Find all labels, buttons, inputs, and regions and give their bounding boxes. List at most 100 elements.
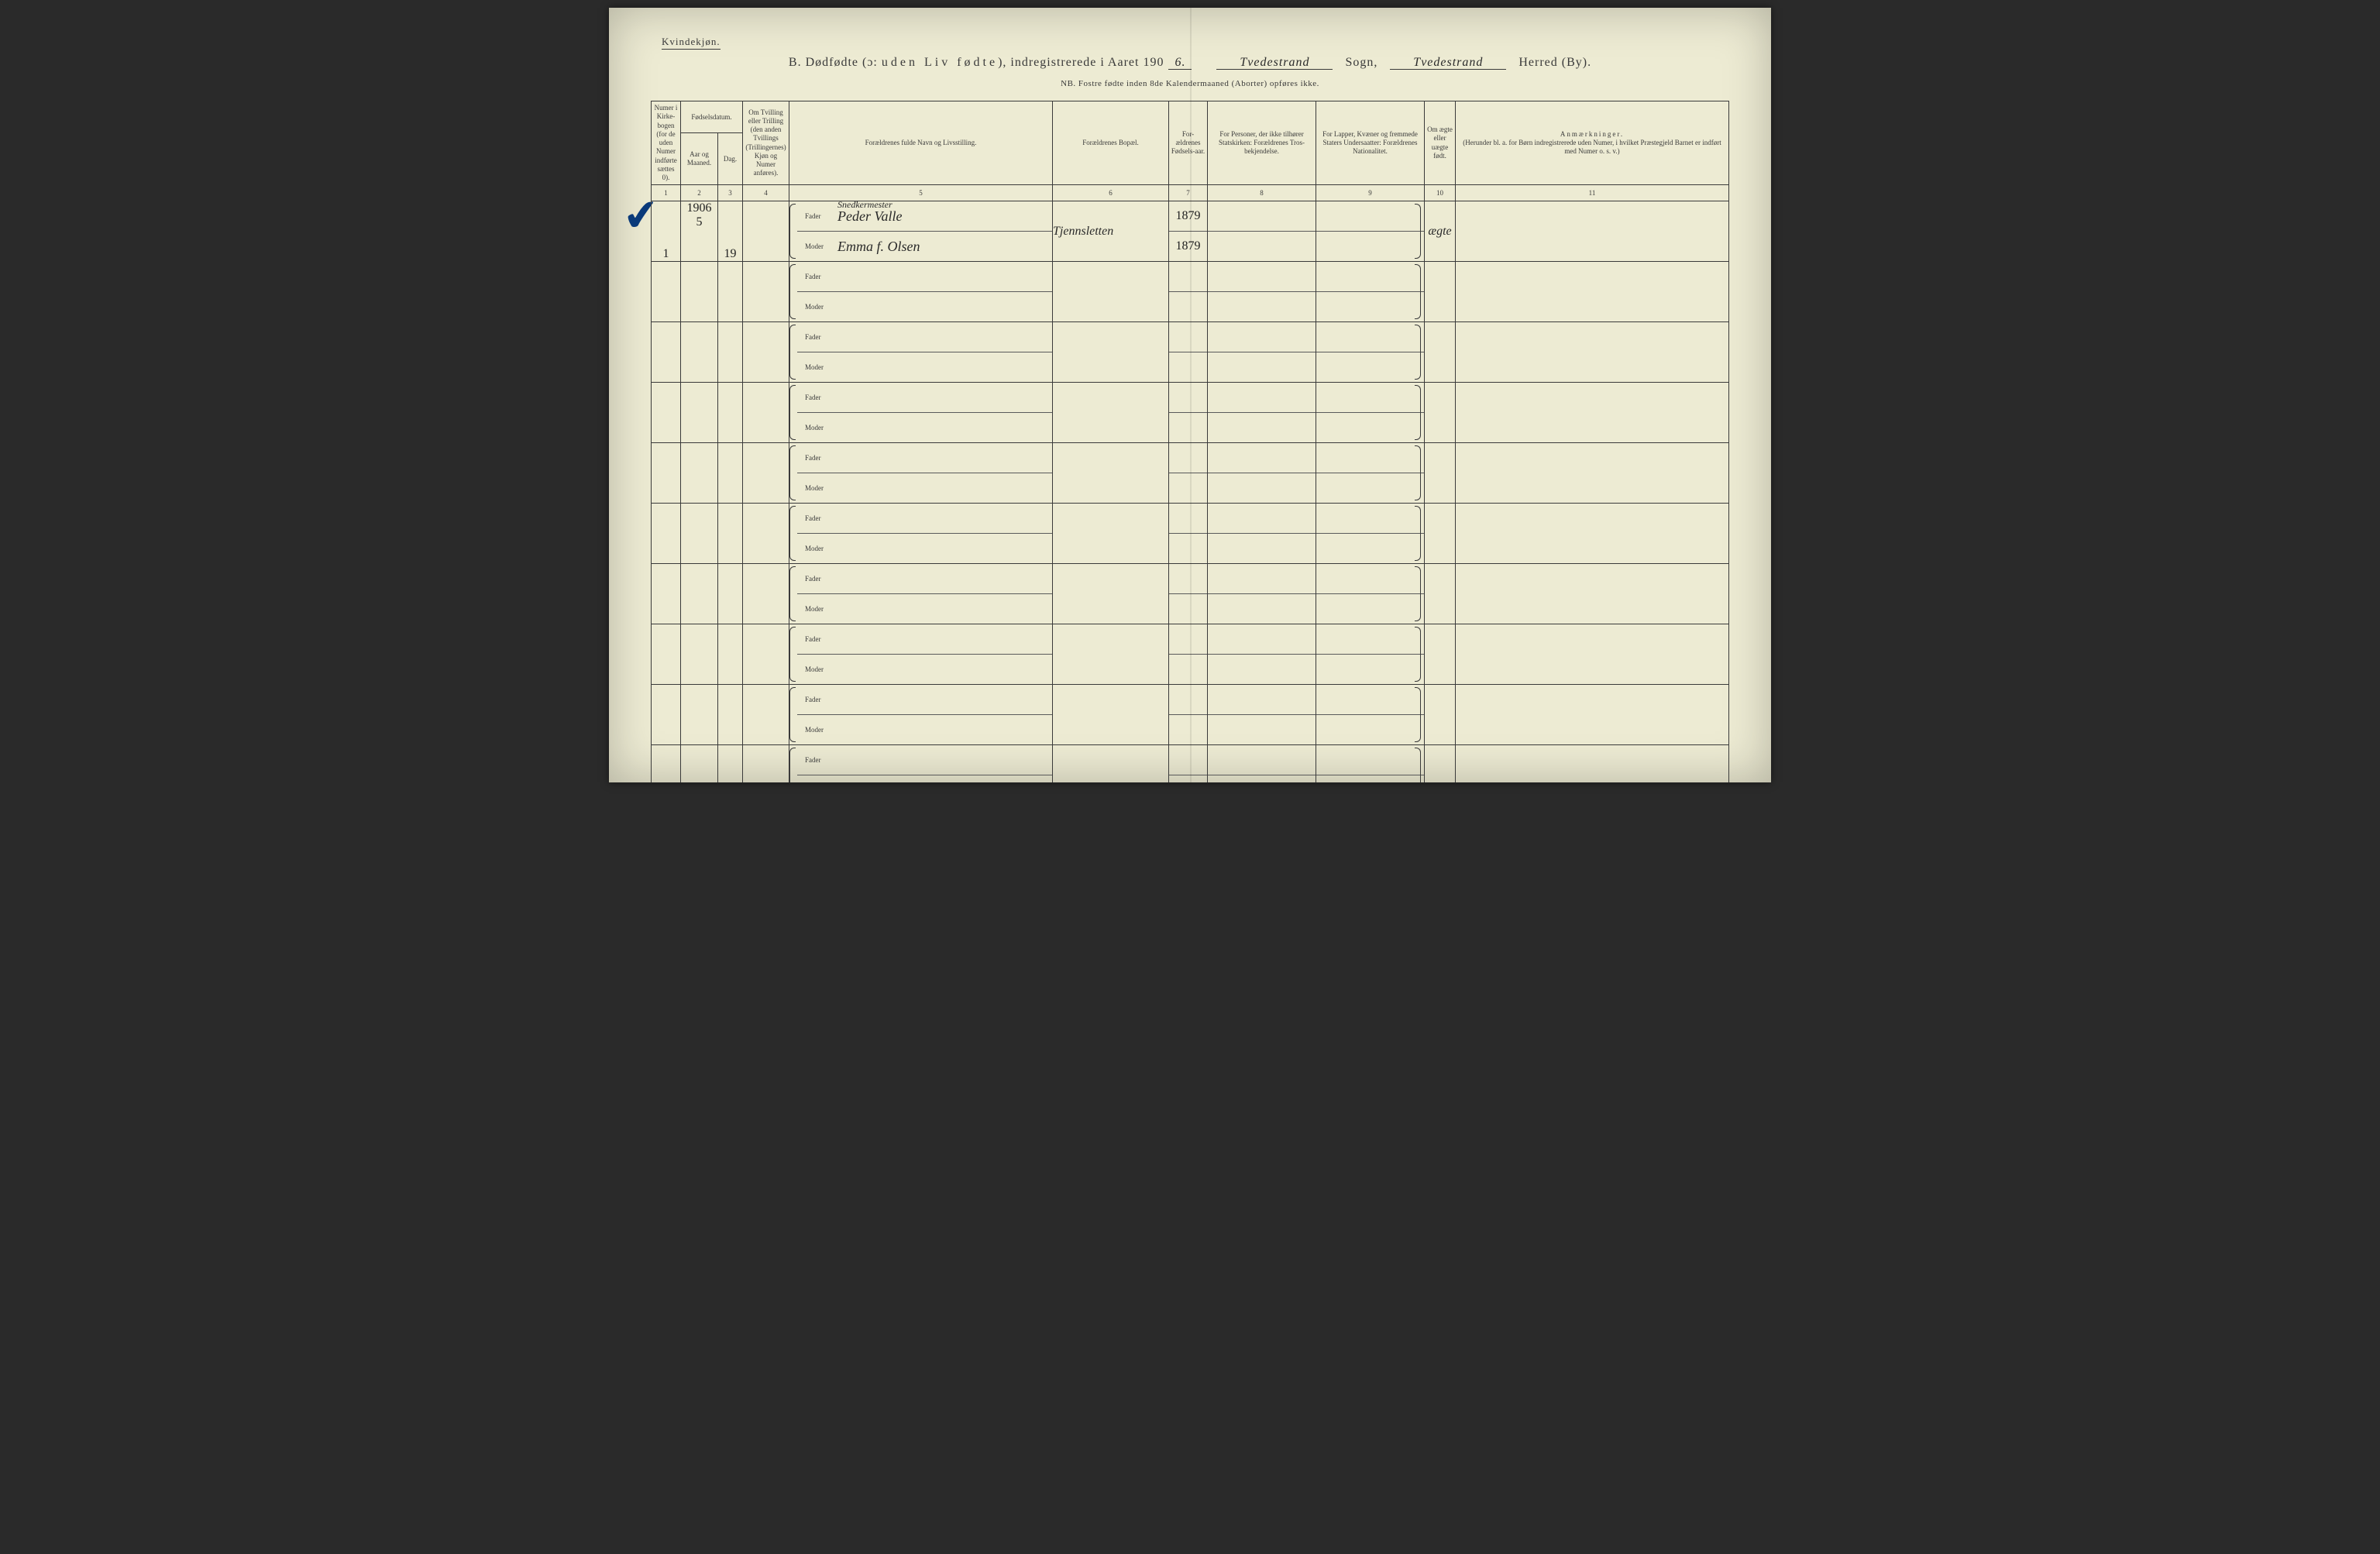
cell-num xyxy=(652,322,681,383)
cell-faith xyxy=(1208,383,1316,443)
cell-aegte xyxy=(1425,504,1456,564)
bracket-icon xyxy=(789,264,796,319)
cell-aar-mnd xyxy=(681,383,718,443)
fader-occupation: Snedkermester xyxy=(837,200,892,209)
cell-num: 1 xyxy=(652,201,681,262)
title-mid: ), indregistrerede i Aaret 190 xyxy=(998,56,1164,69)
moder-label: Moder xyxy=(805,303,837,311)
cell-aar-mnd xyxy=(681,504,718,564)
cell-faith xyxy=(1208,745,1316,782)
cell-bopael xyxy=(1053,262,1169,322)
fader-label: Fader xyxy=(805,454,837,462)
cell-aar-mnd xyxy=(681,624,718,685)
colnum: 10 xyxy=(1425,185,1456,201)
cell-birthyears xyxy=(1169,383,1208,443)
cell-remarks xyxy=(1456,564,1729,624)
cell-twin xyxy=(743,443,789,504)
cell-dag xyxy=(718,443,743,504)
colnum: 4 xyxy=(743,185,789,201)
cell-birthyears xyxy=(1169,745,1208,782)
cell-bopael xyxy=(1053,322,1169,383)
colnum: 11 xyxy=(1456,185,1729,201)
cell-dag: 19 xyxy=(718,201,743,262)
cell-dag xyxy=(718,745,743,782)
bracket-icon xyxy=(1415,264,1421,319)
colnum: 6 xyxy=(1053,185,1169,201)
entry-month: 5 xyxy=(681,215,717,229)
cell-dag xyxy=(718,383,743,443)
bracket-icon xyxy=(789,687,796,742)
fader-label: Fader xyxy=(805,575,837,583)
bracket-icon xyxy=(789,748,796,782)
moder-label: Moder xyxy=(805,424,837,431)
col-header-11: Anmærkninger. (Herunder bl. a. for Børn … xyxy=(1456,101,1729,185)
cell-twin xyxy=(743,322,789,383)
cell-names: FaderModer xyxy=(789,504,1053,564)
title-spaced: uden Liv fødte xyxy=(882,56,998,69)
cell-aar-mnd xyxy=(681,685,718,745)
col-header-3: Dag. xyxy=(718,133,743,185)
bracket-icon xyxy=(789,627,796,682)
cell-dag xyxy=(718,685,743,745)
table-row: FaderModer xyxy=(652,745,1729,782)
cell-nationality xyxy=(1316,443,1425,504)
col-header-10: Om ægte eller uægte født. xyxy=(1425,101,1456,185)
cell-twin xyxy=(743,201,789,262)
cell-twin xyxy=(743,624,789,685)
cell-num xyxy=(652,624,681,685)
col-header-2: Aar og Maaned. xyxy=(681,133,718,185)
table-row: 1 1906 5 19 Fader Snedkermeste xyxy=(652,201,1729,262)
bracket-icon xyxy=(1415,748,1421,782)
bracket-icon xyxy=(1415,204,1421,259)
cell-num xyxy=(652,504,681,564)
col-header-4: Om Tvilling eller Trilling (den anden Tv… xyxy=(743,101,789,185)
fader-birthyear: 1879 xyxy=(1176,209,1201,223)
fader-label: Fader xyxy=(805,212,837,220)
cell-bopael xyxy=(1053,504,1169,564)
gender-label: Kvindekjøn. xyxy=(662,36,721,50)
legitimacy: ægte xyxy=(1428,225,1451,238)
cell-bopael xyxy=(1053,564,1169,624)
table-row: FaderModer xyxy=(652,383,1729,443)
entry-year: 1906 xyxy=(681,201,717,215)
fader-label: Fader xyxy=(805,333,837,341)
col-header-8: For Personer, der ikke tilhører Statskir… xyxy=(1208,101,1316,185)
bracket-icon xyxy=(789,325,796,380)
cell-aar-mnd xyxy=(681,745,718,782)
cell-faith xyxy=(1208,443,1316,504)
col-header-11-sub: (Herunder bl. a. for Børn indregistrered… xyxy=(1463,139,1721,155)
cell-nationality xyxy=(1316,624,1425,685)
cell-dag xyxy=(718,262,743,322)
cell-nationality xyxy=(1316,745,1425,782)
cell-names: Fader Snedkermester Peder Valle Moder Em… xyxy=(789,201,1053,262)
bracket-icon xyxy=(789,445,796,500)
cell-remarks xyxy=(1456,443,1729,504)
cell-aar-mnd xyxy=(681,564,718,624)
colnum: 8 xyxy=(1208,185,1316,201)
moder-label: Moder xyxy=(805,242,837,250)
moder-label: Moder xyxy=(805,665,837,673)
cell-bopael: Tjennsletten xyxy=(1053,201,1169,262)
cell-twin xyxy=(743,564,789,624)
table-header: Numer i Kirke-bogen (for de uden Numer i… xyxy=(652,101,1729,201)
cell-remarks xyxy=(1456,504,1729,564)
cell-remarks xyxy=(1456,624,1729,685)
cell-num xyxy=(652,443,681,504)
col-header-7: For-ældrenes Fødsels-aar. xyxy=(1169,101,1208,185)
moder-label: Moder xyxy=(805,363,837,371)
table-row: FaderModer xyxy=(652,564,1729,624)
cell-aegte xyxy=(1425,262,1456,322)
cell-twin xyxy=(743,383,789,443)
cell-bopael xyxy=(1053,624,1169,685)
cell-twin xyxy=(743,745,789,782)
cell-num xyxy=(652,262,681,322)
colnum: 5 xyxy=(789,185,1053,201)
cell-aegte xyxy=(1425,624,1456,685)
bracket-icon xyxy=(1415,627,1421,682)
table-row: FaderModer xyxy=(652,262,1729,322)
bracket-icon xyxy=(789,506,796,561)
cell-aegte xyxy=(1425,564,1456,624)
cell-num xyxy=(652,685,681,745)
cell-birthyears xyxy=(1169,685,1208,745)
cell-aegte xyxy=(1425,322,1456,383)
